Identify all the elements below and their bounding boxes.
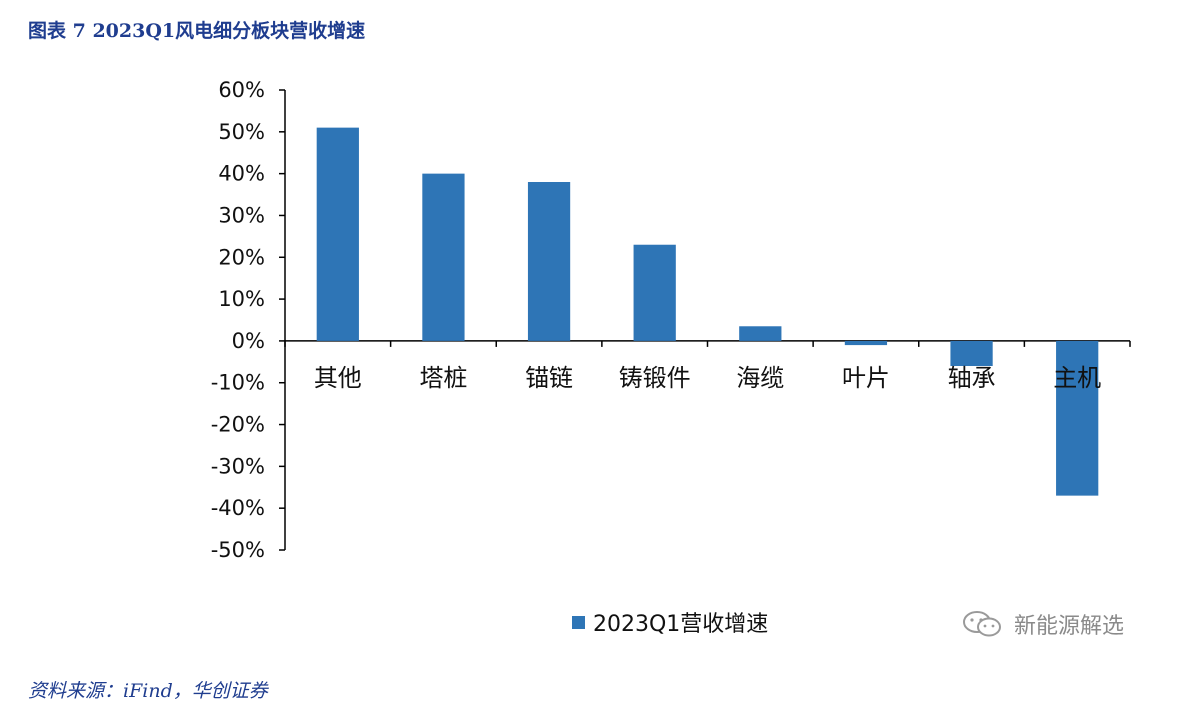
x-category-label: 塔桩 [419, 364, 467, 392]
y-tick-label: 60% [218, 78, 265, 102]
watermark-text: 新能源解选 [1014, 614, 1125, 639]
source-note: 资料来源：iFind，华创证券 [28, 680, 268, 702]
y-tick-label: -40% [211, 496, 265, 520]
y-tick-label: -20% [211, 413, 265, 437]
bar-3 [527, 182, 571, 341]
y-tick-label: 10% [218, 287, 265, 311]
x-category-label: 铸锻件 [619, 364, 691, 392]
bar-2 [422, 173, 465, 341]
legend-label: 2023Q1营收增速 [593, 612, 769, 637]
x-category-label: 轴承 [948, 364, 996, 392]
legend-swatch [572, 615, 585, 629]
figure-title: 图表 7 2023Q1风电细分板块营收增速 [28, 20, 366, 42]
y-tick-label: 50% [218, 120, 265, 144]
x-category-label: 海缆 [736, 364, 784, 392]
chart-axes [279, 89, 1131, 551]
y-tick-label: -50% [211, 538, 265, 562]
watermark: 新能源解选 [960, 608, 1124, 640]
bar-4 [633, 244, 676, 341]
wechat-icon [963, 611, 1001, 637]
x-category-label: 主机 [1053, 364, 1101, 392]
y-tick-label: -30% [211, 454, 265, 478]
x-category-label: 锚链 [525, 364, 573, 392]
bar-5 [739, 326, 782, 341]
y-tick-label: 0% [232, 329, 265, 353]
y-tick-label: -10% [211, 371, 265, 395]
bar-8 [1056, 340, 1099, 496]
x-category-label: 其他 [314, 364, 362, 392]
chart-labels: 60% 50% 40% 30% 20% 10% 0% -10% -20% -30% -40% -50%… [211, 78, 1101, 562]
y-tick-label: 30% [218, 203, 265, 227]
bar-7 [950, 340, 993, 366]
bar-6 [844, 340, 888, 346]
bar-1 [316, 127, 359, 341]
x-category-label: 叶片 [842, 364, 890, 392]
y-tick-label: 40% [218, 162, 265, 186]
chart-legend: 2023Q1营收增速 [572, 606, 768, 638]
bar-chart: 60% 50% 40% 30% 20% 10% 0% -10% -20% -30% -40% -50%… [211, 78, 1131, 562]
chart-bars [316, 127, 1099, 496]
y-tick-label: 20% [218, 245, 265, 269]
